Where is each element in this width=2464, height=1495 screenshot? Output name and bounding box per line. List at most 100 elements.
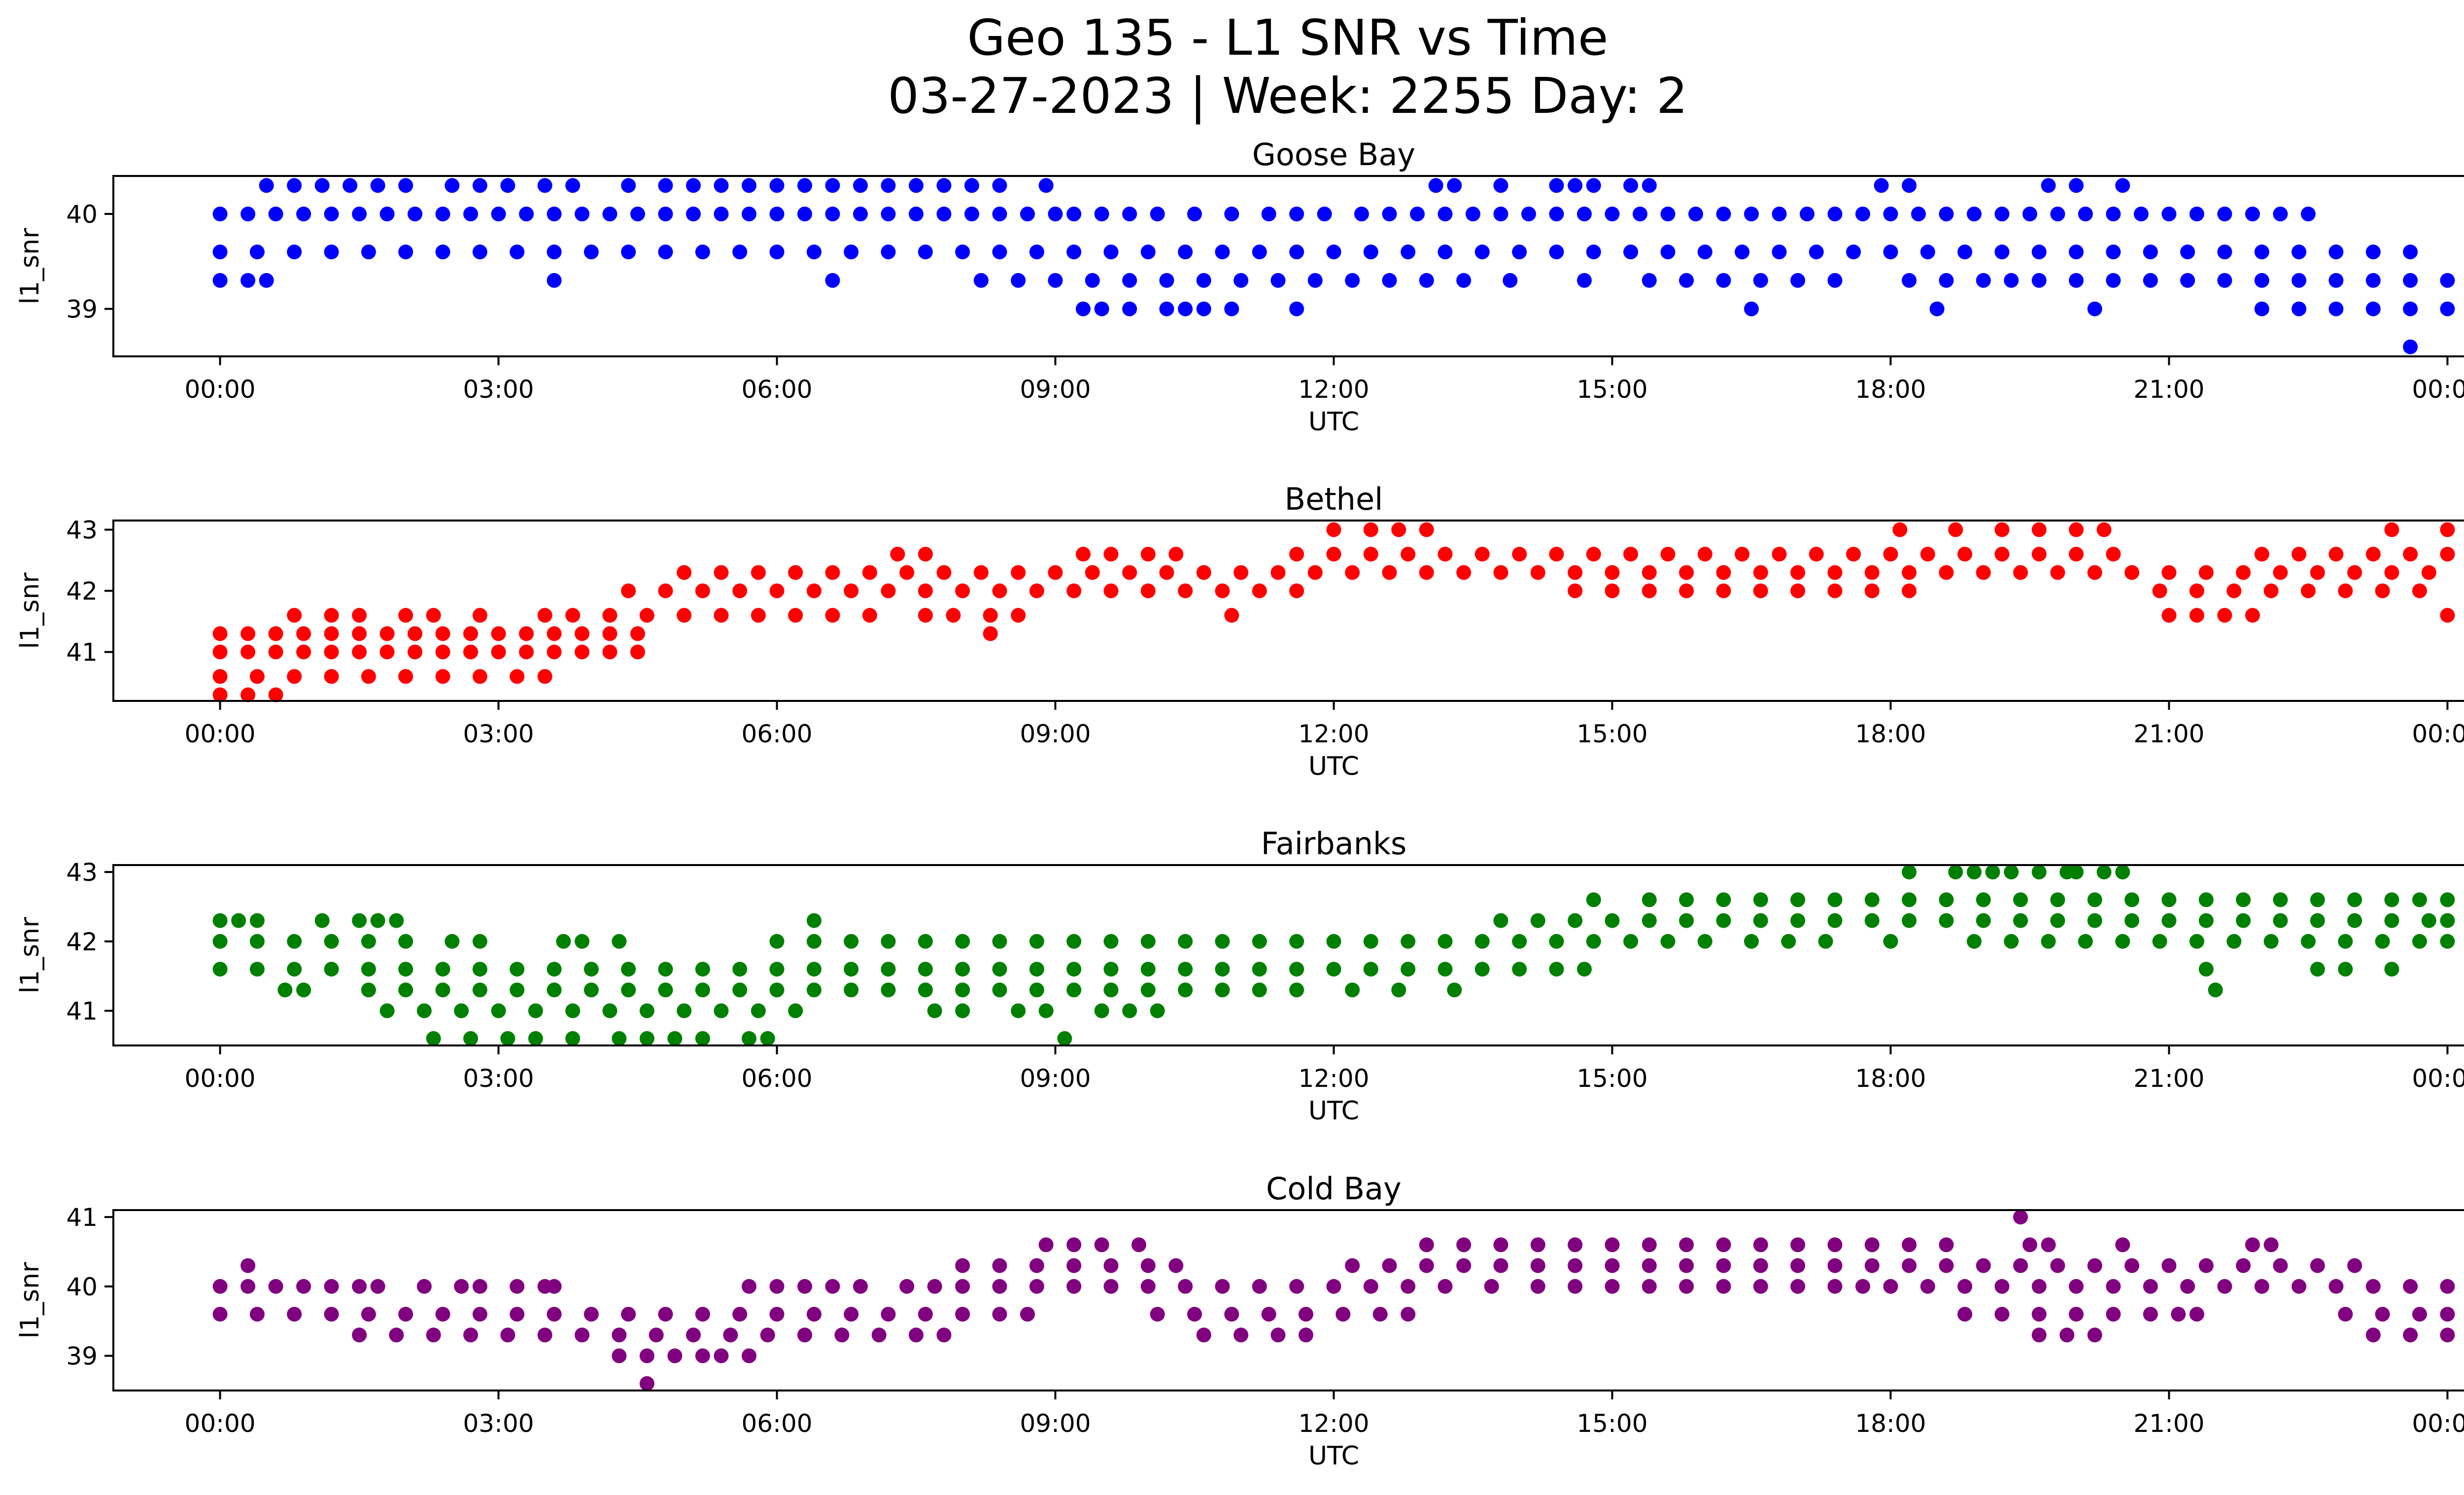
data-point — [1048, 207, 1063, 222]
data-point — [2245, 608, 2260, 623]
data-point — [1178, 244, 1193, 260]
data-point — [249, 962, 265, 977]
data-point — [249, 934, 265, 949]
data-point — [1057, 1031, 1072, 1046]
data-point — [1252, 1279, 1267, 1294]
data-point — [1363, 962, 1378, 977]
x-tick-label: 03:00 — [463, 1064, 534, 1093]
data-point — [714, 608, 729, 623]
data-point — [769, 962, 785, 977]
data-point — [2069, 522, 2084, 537]
data-point — [510, 962, 525, 977]
data-point — [1261, 1307, 1276, 1322]
data-point — [2013, 913, 2028, 928]
x-tick-label: 21:00 — [2133, 720, 2204, 748]
data-point — [1094, 207, 1109, 222]
data-point — [2440, 301, 2455, 316]
data-point — [2365, 301, 2381, 316]
data-point — [240, 207, 256, 222]
data-point — [361, 1307, 376, 1322]
data-point — [1020, 207, 1035, 222]
x-tick-label: 18:00 — [1855, 375, 1926, 404]
data-point — [287, 244, 302, 260]
data-point — [1902, 1258, 1917, 1273]
data-point — [287, 962, 302, 977]
data-point — [1419, 1258, 1434, 1273]
data-point — [973, 273, 989, 288]
data-point — [955, 934, 970, 949]
data-point — [936, 207, 952, 222]
data-point — [2347, 565, 2362, 580]
data-point — [1753, 583, 1768, 598]
data-point — [1178, 301, 1193, 316]
data-point — [881, 934, 896, 949]
data-point — [909, 1327, 924, 1343]
data-point — [1103, 244, 1119, 260]
x-tick-label: 09:00 — [1020, 720, 1091, 748]
data-point — [1066, 1258, 1082, 1273]
data-point — [324, 934, 339, 949]
data-point — [2161, 207, 2177, 222]
x-tick-label: 15:00 — [1576, 720, 1647, 748]
data-point — [1605, 565, 1620, 580]
data-point — [1549, 244, 1564, 260]
scatter-series — [212, 1210, 2455, 1391]
data-point — [1530, 1237, 1545, 1252]
data-point — [927, 1003, 942, 1018]
data-point — [2384, 892, 2399, 907]
data-point — [742, 178, 756, 193]
data-point — [2050, 207, 2065, 222]
data-point — [2365, 1279, 2381, 1294]
data-point — [992, 1258, 1007, 1273]
scatter-series — [212, 865, 2455, 1046]
data-point — [992, 244, 1007, 260]
data-point — [2031, 1327, 2047, 1343]
data-point — [1976, 273, 1991, 288]
data-point — [2273, 913, 2288, 928]
data-point — [658, 207, 673, 222]
data-point — [1800, 207, 1814, 222]
data-point — [1512, 244, 1527, 260]
data-point — [575, 626, 590, 641]
data-point — [2161, 1258, 2177, 1273]
data-point — [1716, 913, 1731, 928]
data-point — [1066, 962, 1082, 977]
data-point — [909, 178, 924, 193]
data-point — [2338, 962, 2353, 977]
data-point — [445, 178, 460, 193]
data-point — [955, 982, 970, 998]
data-point — [1326, 934, 1341, 949]
data-point — [1642, 913, 1657, 928]
data-point — [2189, 1307, 2204, 1322]
data-point — [806, 1307, 821, 1322]
data-point — [379, 644, 395, 660]
subplot-title: Cold Bay — [1266, 1171, 1402, 1207]
data-point — [398, 962, 413, 977]
data-point — [575, 207, 590, 222]
data-point — [435, 244, 450, 260]
data-point — [268, 1279, 283, 1294]
data-point — [463, 1327, 479, 1343]
data-point — [1892, 522, 1908, 537]
data-point — [575, 934, 590, 949]
data-point — [463, 626, 479, 641]
data-point — [612, 1031, 627, 1046]
data-point — [769, 583, 785, 598]
data-point — [1020, 1307, 1035, 1322]
data-point — [936, 178, 952, 193]
x-tick-label: 12:00 — [1298, 1064, 1369, 1093]
data-point — [1447, 982, 1462, 998]
data-point — [1530, 913, 1545, 928]
data-point — [1029, 1279, 1044, 1294]
data-point — [296, 626, 311, 641]
data-point — [1790, 913, 1806, 928]
data-point — [992, 934, 1007, 949]
data-point — [1633, 207, 1647, 222]
data-point — [212, 207, 228, 222]
data-point — [1437, 547, 1453, 562]
data-point — [324, 244, 339, 260]
data-point — [519, 207, 534, 222]
data-point — [352, 608, 367, 623]
data-point — [2300, 207, 2316, 222]
x-axis-label: UTC — [1308, 752, 1359, 781]
